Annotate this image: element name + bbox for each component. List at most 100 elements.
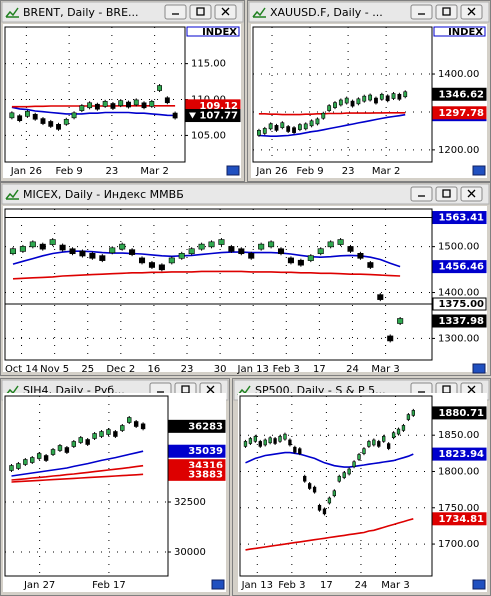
candle: [258, 441, 262, 447]
price-label: 1734.81: [438, 514, 484, 525]
candle: [71, 441, 77, 447]
moving-average: [12, 250, 401, 268]
candle: [327, 105, 332, 111]
candle: [50, 449, 56, 455]
candle: [307, 255, 314, 261]
window-icon: [252, 7, 266, 18]
candle: [327, 241, 334, 248]
candle: [198, 243, 205, 250]
candle: [9, 112, 15, 119]
candle: [268, 241, 275, 248]
y-tick-label: 1500.00: [438, 242, 479, 253]
candle: [127, 417, 132, 423]
scroll-icon[interactable]: [472, 579, 486, 590]
candle: [140, 423, 146, 430]
candle: [157, 85, 163, 91]
y-tick-label: 30000: [174, 547, 206, 558]
candle: [379, 93, 384, 100]
candle: [292, 127, 296, 133]
x-tick-label: Jan 26: [255, 166, 287, 177]
candle: [347, 246, 354, 252]
minimize-button[interactable]: [410, 186, 433, 202]
scale-label: INDEX: [448, 27, 483, 38]
candle: [56, 124, 61, 130]
minimize-button[interactable]: [164, 4, 187, 20]
candle: [119, 243, 126, 250]
close-glyph: [221, 7, 230, 16]
price-label: 1375.00: [438, 299, 484, 310]
candle: [148, 262, 155, 268]
candle: [263, 439, 267, 446]
candle: [218, 239, 225, 245]
candle: [362, 95, 367, 102]
plot-frame: [252, 26, 433, 163]
candle: [357, 454, 361, 460]
candle: [64, 447, 70, 453]
price-label: 1337.98: [438, 316, 484, 327]
close-glyph: [467, 7, 476, 16]
plot-frame: [239, 395, 433, 577]
x-tick-label: Dec 2: [106, 364, 135, 375]
candle: [32, 113, 38, 120]
close-glyph: [206, 385, 215, 394]
candle: [411, 410, 415, 416]
moving-average: [245, 451, 414, 468]
scroll-icon[interactable]: [211, 579, 225, 590]
candle: [40, 118, 46, 124]
candle: [288, 439, 292, 446]
price-label-box: [432, 314, 487, 328]
window-icon: [5, 7, 19, 18]
candle: [208, 241, 215, 248]
candle: [396, 428, 401, 435]
restore-button[interactable]: [189, 4, 212, 20]
restore-button[interactable]: [435, 4, 458, 20]
candle: [141, 102, 147, 109]
x-tick-label: 23: [181, 364, 194, 375]
x-tick-label: Feb 3: [273, 364, 300, 375]
restore-glyph: [196, 7, 205, 16]
candle: [298, 448, 302, 454]
candle: [57, 445, 63, 451]
candle: [303, 475, 307, 482]
candle: [29, 241, 36, 248]
candle: [9, 248, 16, 255]
candle: [228, 246, 235, 252]
scroll-icon[interactable]: [472, 363, 486, 374]
candle: [17, 115, 23, 121]
price-label-box: [432, 87, 487, 101]
price-arrow: [189, 112, 196, 119]
candle: [113, 431, 118, 437]
candle: [243, 441, 248, 447]
x-tick-label: Mar 2: [140, 166, 168, 177]
candle: [71, 112, 77, 119]
price-label-box: [432, 406, 487, 420]
candle: [317, 504, 322, 511]
scale-label-box: [186, 26, 240, 37]
x-tick-label: 17: [320, 580, 333, 591]
close-glyph: [467, 385, 476, 394]
candle: [268, 123, 273, 130]
moving-average: [11, 105, 176, 108]
candle: [297, 124, 302, 130]
minimize-button[interactable]: [410, 4, 433, 20]
candle: [350, 100, 355, 107]
candle: [333, 102, 337, 108]
candle: [382, 436, 386, 442]
moving-average: [258, 112, 406, 116]
candle: [278, 436, 282, 442]
restore-button[interactable]: [435, 186, 458, 202]
candle: [332, 490, 336, 497]
candle: [321, 112, 326, 119]
x-tick-label: 24: [355, 580, 368, 591]
candle: [367, 262, 374, 268]
candle: [253, 436, 258, 442]
plot: [9, 84, 178, 131]
price-label: 1346.62: [438, 89, 484, 100]
candle: [286, 126, 291, 132]
candle: [79, 105, 85, 111]
candle: [30, 457, 35, 463]
candle: [69, 248, 76, 255]
scroll-icon[interactable]: [226, 165, 240, 176]
scroll-icon[interactable]: [472, 165, 486, 176]
candle: [164, 97, 170, 104]
